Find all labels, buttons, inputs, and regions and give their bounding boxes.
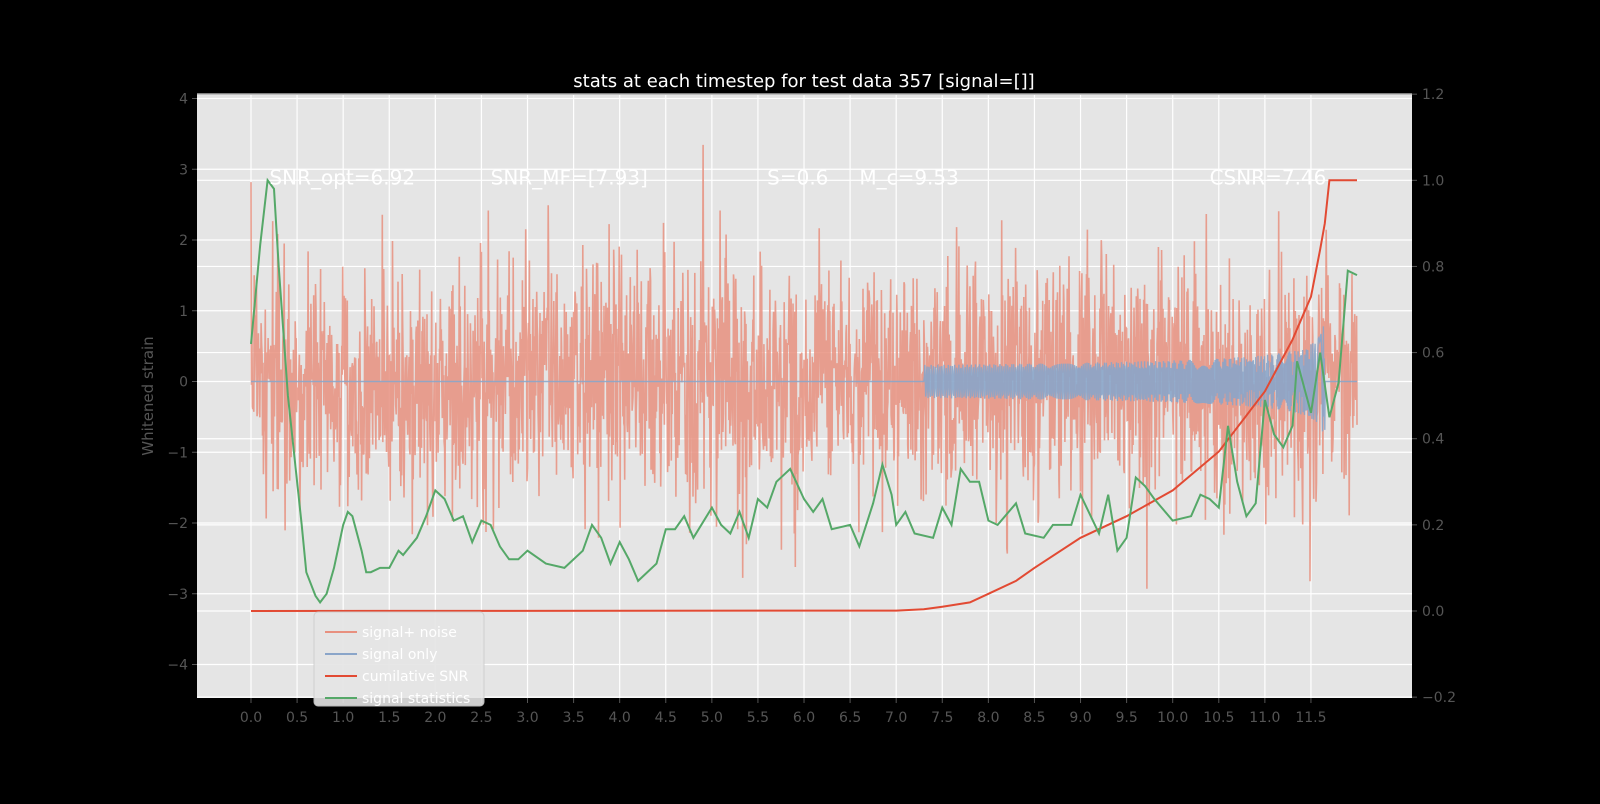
y-tick-label: −4 bbox=[167, 658, 188, 674]
x-tick-label: 1.5 bbox=[378, 710, 400, 726]
annotation: SNR_opt=6.92 bbox=[269, 165, 415, 189]
legend-label: cumilative SNR bbox=[362, 669, 469, 685]
x-tick-label: 1.0 bbox=[332, 710, 354, 726]
chart-title: stats at each timestep for test data 357… bbox=[573, 71, 1034, 92]
x-tick-label: 4.5 bbox=[655, 710, 677, 726]
x-tick-label: 11.5 bbox=[1295, 710, 1326, 726]
y2-tick-label: 0.6 bbox=[1422, 346, 1444, 362]
y2-tick-label: 1.0 bbox=[1422, 173, 1444, 189]
x-tick-label: 6.5 bbox=[839, 710, 861, 726]
x-tick-label: 9.0 bbox=[1069, 710, 1091, 726]
x-tick-label: 7.5 bbox=[931, 710, 953, 726]
x-tick-label: 2.0 bbox=[424, 710, 446, 726]
x-tick-label: 3.5 bbox=[562, 710, 584, 726]
legend-label: signal only bbox=[362, 647, 437, 663]
x-tick-label: 0.5 bbox=[286, 710, 308, 726]
annotation: S=0.6 bbox=[767, 165, 828, 189]
y-axis-label: Whitened strain bbox=[139, 336, 157, 455]
y2-tick-label: −0.2 bbox=[1422, 690, 1456, 706]
y-tick-label: 4 bbox=[179, 92, 188, 108]
annotations: SNR_opt=6.92 SNR_MF=[7.93] S=0.6 M_c=9.53 CS… bbox=[269, 165, 1326, 189]
series-signal-statistics bbox=[250, 177, 1358, 605]
x-tick-label: 11.0 bbox=[1249, 710, 1280, 726]
series-signal-only bbox=[251, 326, 1357, 432]
legend-label: signal statistics bbox=[362, 691, 470, 707]
x-tick-label: 8.5 bbox=[1023, 710, 1045, 726]
x-tick-label: 3.0 bbox=[516, 710, 538, 726]
y2-tick-label: 0.8 bbox=[1422, 259, 1444, 275]
y-tick-label: −1 bbox=[167, 445, 188, 461]
y-tick-label: −2 bbox=[167, 516, 188, 532]
x-tick-label: 5.0 bbox=[701, 710, 723, 726]
y-tick-label: 0 bbox=[179, 375, 188, 391]
y2-tick-label: 0.0 bbox=[1422, 604, 1444, 620]
x-tick-label: 0.0 bbox=[240, 710, 262, 726]
y2-tick-label: 1.2 bbox=[1422, 87, 1444, 103]
annotation: SNR_MF=[7.93] bbox=[491, 165, 648, 189]
y2-tick-label: 0.4 bbox=[1422, 432, 1444, 448]
x-tick-label: 2.5 bbox=[470, 710, 492, 726]
axes: 0.0 0.5 1.0 1.5 2.0 2.5 3.0 3.5 4.0 4.5 5.0 5.5 6.0 6… bbox=[167, 87, 1456, 726]
x-tick-label: 10.0 bbox=[1157, 710, 1188, 726]
x-tick-label: 4.0 bbox=[609, 710, 631, 726]
legend: signal+ noise signal only cumilative SNR si… bbox=[313, 611, 485, 707]
annotation: M_c=9.53 bbox=[859, 165, 959, 189]
series-layer bbox=[250, 144, 1358, 612]
y-tick-label: −3 bbox=[167, 587, 188, 603]
series-signal-plus-noise bbox=[250, 144, 1358, 589]
x-tick-label: 9.5 bbox=[1115, 710, 1137, 726]
x-tick-label: 5.5 bbox=[747, 710, 769, 726]
legend-label: signal+ noise bbox=[362, 625, 457, 641]
y-tick-label: 3 bbox=[179, 162, 188, 178]
x-tick-label: 8.0 bbox=[977, 710, 999, 726]
x-tick-label: 6.0 bbox=[793, 710, 815, 726]
legend-box bbox=[313, 611, 485, 707]
annotation: CSNR=7.46 bbox=[1210, 165, 1327, 189]
x-tick-label: 10.5 bbox=[1203, 710, 1234, 726]
y2-tick-label: 0.2 bbox=[1422, 518, 1444, 534]
series-cumulative-snr bbox=[250, 179, 1357, 612]
x-tick-label: 7.0 bbox=[885, 710, 907, 726]
y-tick-label: 2 bbox=[179, 233, 188, 249]
y-tick-label: 1 bbox=[179, 304, 188, 320]
